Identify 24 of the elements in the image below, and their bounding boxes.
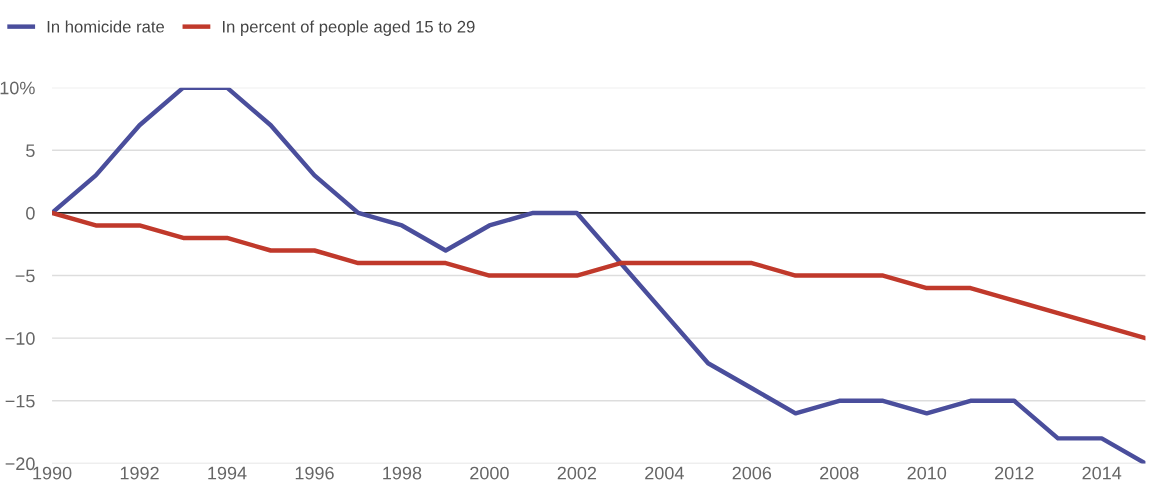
x-tick-label: 1996 [295, 466, 334, 480]
y-tick-label: 5 [26, 144, 35, 158]
x-tick-label: 2012 [995, 466, 1034, 480]
legend-label: In percent of people aged 15 to 29 [222, 20, 475, 36]
y-tick-label: −10 [5, 332, 35, 345]
legend-label: In homicide rate [47, 20, 165, 33]
x-tick-label: 1992 [120, 466, 159, 480]
line-series [52, 210, 1146, 341]
x-tick-label: 2004 [645, 466, 684, 480]
x-tick-label: 2000 [470, 466, 509, 480]
x-tick-label: 1994 [208, 466, 247, 480]
y-tick-label: 0 [26, 206, 35, 220]
y-tick-label: −15 [5, 394, 35, 408]
x-tick-label: 2010 [907, 466, 947, 480]
x-tick-label: 2008 [820, 466, 859, 480]
x-tick-label: 2002 [557, 466, 597, 480]
x-tick-label: 1990 [33, 466, 72, 480]
x-tick-label: 1998 [383, 466, 422, 480]
y-tick-label: 10% [0, 81, 35, 95]
line-series [52, 87, 1146, 464]
x-tick-label: 2014 [1082, 466, 1122, 480]
y-tick-label: −5 [15, 269, 35, 283]
y-tick-label: −20 [5, 457, 35, 471]
x-tick-label: 2006 [732, 466, 772, 480]
